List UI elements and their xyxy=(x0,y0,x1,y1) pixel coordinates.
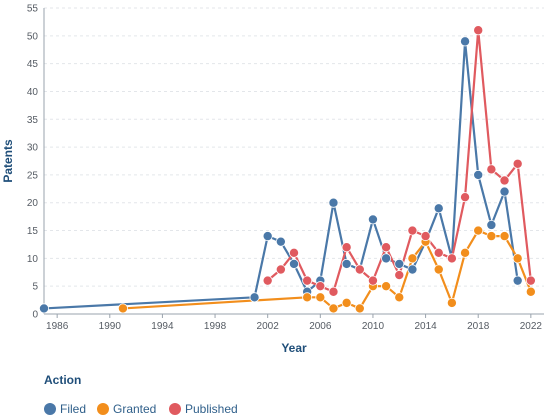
data-point-granted[interactable] xyxy=(354,303,365,314)
data-point-granted[interactable] xyxy=(499,231,510,242)
y-tick-label: 45 xyxy=(27,59,39,70)
data-point-published[interactable] xyxy=(499,175,510,186)
legend-label-filed: Filed xyxy=(60,402,86,416)
axes: 0 5 10 15 20 25 30 35 40 45 50 55 1986 1990 1994 1998 20… xyxy=(27,4,544,332)
data-point-filed[interactable] xyxy=(460,36,471,47)
data-point-published[interactable] xyxy=(302,275,313,286)
y-tick-label: 0 xyxy=(32,310,38,321)
data-point-granted[interactable] xyxy=(512,253,523,264)
legend-item-granted[interactable]: Granted xyxy=(97,402,156,416)
data-point-filed[interactable] xyxy=(288,258,299,269)
legend-item-filed[interactable]: Filed xyxy=(44,402,86,416)
data-point-granted[interactable] xyxy=(394,292,405,303)
data-point-granted[interactable] xyxy=(302,292,313,303)
data-point-published[interactable] xyxy=(433,247,444,258)
data-point-published[interactable] xyxy=(328,286,339,297)
data-point-granted[interactable] xyxy=(433,264,444,275)
data-point-published[interactable] xyxy=(446,253,457,264)
data-point-published[interactable] xyxy=(354,264,365,275)
data-point-granted[interactable] xyxy=(381,281,392,292)
x-tick-label: 2022 xyxy=(520,321,543,332)
data-point-granted[interactable] xyxy=(407,253,418,264)
y-tick-label: 30 xyxy=(27,143,39,154)
y-tick-label: 55 xyxy=(27,4,39,15)
data-point-published[interactable] xyxy=(460,192,471,203)
legend-label-granted: Granted xyxy=(113,402,156,416)
data-point-granted[interactable] xyxy=(328,303,339,314)
data-point-filed[interactable] xyxy=(499,186,510,197)
data-point-filed[interactable] xyxy=(407,264,418,275)
y-tick-label: 5 xyxy=(32,282,38,293)
legend-swatch-published xyxy=(169,403,181,415)
legend: Filed Granted Published xyxy=(44,402,238,416)
x-tick-label: 1994 xyxy=(151,321,174,332)
data-point-published[interactable] xyxy=(367,275,378,286)
data-point-filed[interactable] xyxy=(394,258,405,269)
legend-item-published[interactable]: Published xyxy=(169,402,238,416)
data-point-published[interactable] xyxy=(473,25,484,36)
y-tick-label: 10 xyxy=(27,254,39,265)
data-point-published[interactable] xyxy=(407,225,418,236)
data-point-filed[interactable] xyxy=(328,197,339,208)
data-point-published[interactable] xyxy=(381,242,392,253)
data-point-granted[interactable] xyxy=(525,286,536,297)
legend-label-published: Published xyxy=(185,402,238,416)
x-tick-label: 1998 xyxy=(204,321,227,332)
x-tick-label: 2002 xyxy=(257,321,280,332)
legend-swatch-granted xyxy=(97,403,109,415)
data-point-published[interactable] xyxy=(341,242,352,253)
x-tick-label: 2006 xyxy=(309,321,332,332)
y-tick-label: 15 xyxy=(27,226,39,237)
data-point-filed[interactable] xyxy=(275,236,286,247)
data-point-published[interactable] xyxy=(486,164,497,175)
legend-title: Action xyxy=(44,373,81,387)
x-axis-title: Year xyxy=(281,341,307,355)
x-tick-label: 1990 xyxy=(99,321,122,332)
data-point-published[interactable] xyxy=(262,275,273,286)
y-tick-label: 40 xyxy=(27,87,39,98)
x-tick-label: 2014 xyxy=(414,321,437,332)
data-point-granted[interactable] xyxy=(446,297,457,308)
x-tick-label: 2010 xyxy=(362,321,385,332)
data-point-published[interactable] xyxy=(288,247,299,258)
data-points xyxy=(39,25,536,314)
data-point-published[interactable] xyxy=(525,275,536,286)
y-axis-title: Patents xyxy=(1,139,15,183)
x-tick-label: 1986 xyxy=(46,321,69,332)
data-point-filed[interactable] xyxy=(249,292,260,303)
data-point-filed[interactable] xyxy=(486,219,497,230)
data-point-filed[interactable] xyxy=(512,275,523,286)
x-tick-label: 2018 xyxy=(467,321,490,332)
series-line-published xyxy=(266,29,532,293)
data-point-granted[interactable] xyxy=(473,225,484,236)
y-tick-label: 35 xyxy=(27,115,39,126)
data-point-filed[interactable] xyxy=(262,231,273,242)
data-point-published[interactable] xyxy=(394,270,405,281)
data-point-granted[interactable] xyxy=(315,292,326,303)
data-point-filed[interactable] xyxy=(341,258,352,269)
data-point-filed[interactable] xyxy=(39,303,50,314)
data-point-published[interactable] xyxy=(420,231,431,242)
data-point-published[interactable] xyxy=(315,281,326,292)
y-tick-label: 50 xyxy=(27,31,39,42)
data-point-filed[interactable] xyxy=(367,214,378,225)
y-tick-label: 25 xyxy=(27,170,39,181)
data-point-granted[interactable] xyxy=(341,297,352,308)
legend-swatch-filed xyxy=(44,403,56,415)
data-point-granted[interactable] xyxy=(460,247,471,258)
data-point-published[interactable] xyxy=(275,264,286,275)
data-point-filed[interactable] xyxy=(381,253,392,264)
data-point-granted[interactable] xyxy=(486,231,497,242)
y-tick-label: 20 xyxy=(27,198,39,209)
data-point-filed[interactable] xyxy=(433,203,444,214)
data-point-filed[interactable] xyxy=(473,169,484,180)
series-lines xyxy=(43,29,532,310)
data-point-published[interactable] xyxy=(512,158,523,169)
data-point-granted[interactable] xyxy=(117,303,128,314)
